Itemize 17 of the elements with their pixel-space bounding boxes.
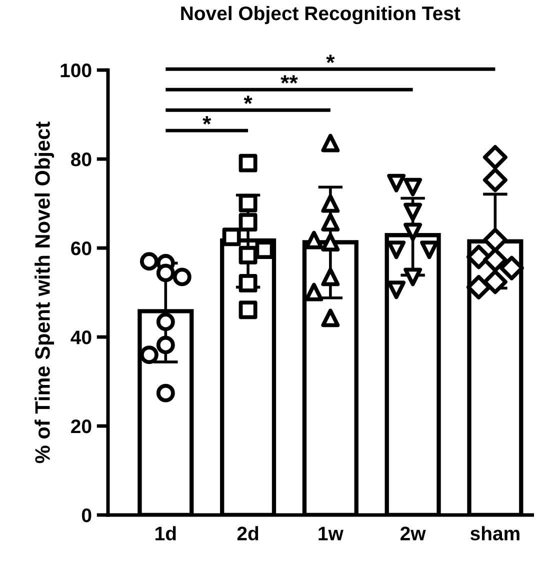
x-tick-label: 1w (318, 526, 344, 540)
x-tick-label: 1d (156, 526, 176, 540)
y-axis-title: % of Time Spent with Novel Object (34, 122, 54, 464)
annotation: * (244, 96, 252, 104)
y-tick-label: 0 (82, 508, 92, 522)
chart-title: Novel Object Recognition Test (181, 6, 460, 24)
x-tick-label: 2w (400, 526, 426, 540)
y-tick-label: 60 (71, 242, 92, 256)
x-tick-label: 2d (237, 526, 258, 540)
x-tick-label: sham (470, 526, 520, 540)
y-tick-label: 40 (70, 330, 92, 344)
text: * (326, 54, 335, 64)
y-tick-label: 100 (60, 64, 92, 78)
annotation: ** (280, 75, 298, 84)
y-tick-label: 80 (71, 152, 92, 166)
annotation: * (202, 116, 212, 124)
y-tick-label: 20 (71, 419, 92, 434)
